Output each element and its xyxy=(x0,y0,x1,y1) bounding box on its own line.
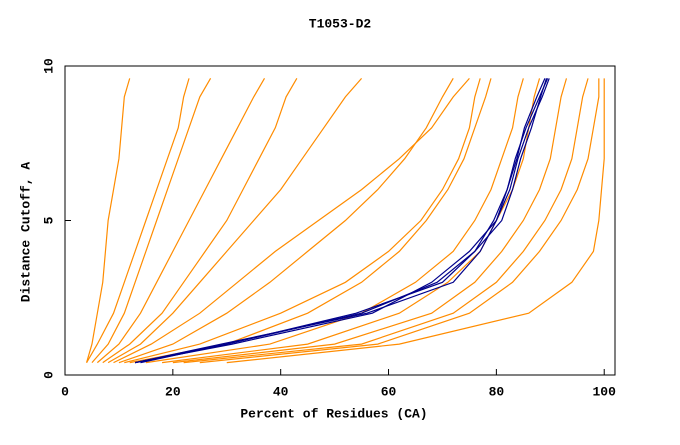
series-line xyxy=(86,78,190,363)
series-line xyxy=(85,78,131,363)
series-line xyxy=(91,78,212,364)
x-tick-label: 0 xyxy=(61,384,69,399)
series-line xyxy=(199,78,600,364)
series-line xyxy=(118,78,454,364)
x-tick-label: 20 xyxy=(165,384,181,399)
x-tick-label: 60 xyxy=(381,384,397,399)
x-tick-label: 80 xyxy=(489,384,505,399)
series-line xyxy=(107,77,363,364)
series-line xyxy=(113,77,470,364)
series-line xyxy=(124,78,481,364)
series-line xyxy=(145,78,524,364)
y-tick-label: 0 xyxy=(41,371,56,379)
x-axis-label: Percent of Residues (CA) xyxy=(240,406,427,421)
series-line xyxy=(226,78,605,364)
series-line xyxy=(102,78,298,364)
series-line xyxy=(129,78,492,364)
series-line xyxy=(96,78,266,364)
series-line xyxy=(140,78,548,364)
series-line xyxy=(172,78,568,364)
chart-title: T1053-D2 xyxy=(309,16,372,31)
x-tick-label: 40 xyxy=(273,384,289,399)
y-tick-label: 5 xyxy=(41,216,56,224)
series-line xyxy=(134,78,546,364)
series-line xyxy=(183,78,589,364)
x-tick-label: 100 xyxy=(593,384,617,399)
y-tick-label: 10 xyxy=(41,58,56,74)
y-axis-label: Distance Cutoff, A xyxy=(18,162,33,303)
